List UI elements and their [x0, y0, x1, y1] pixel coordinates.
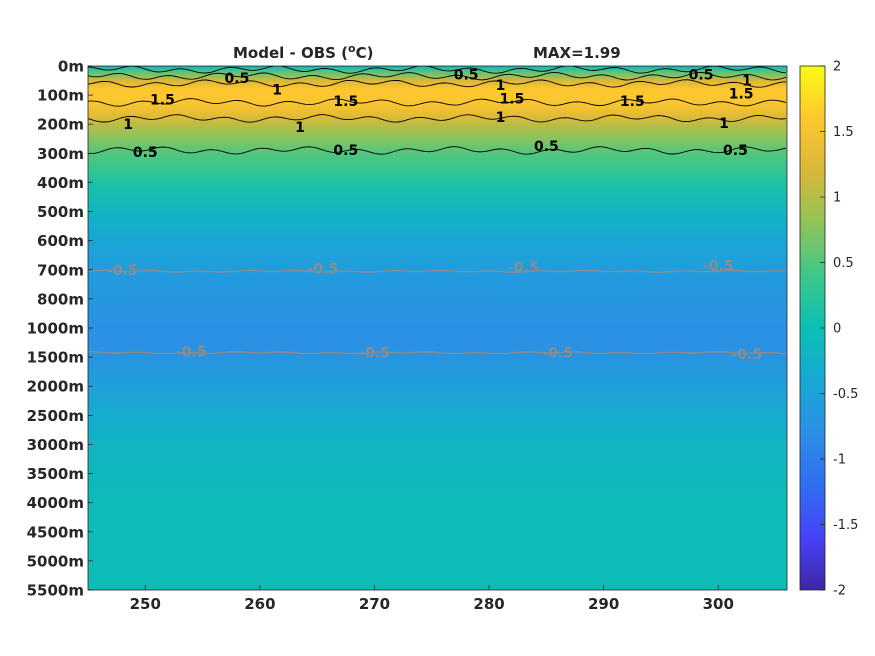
y-tick-label: 5000m [27, 552, 84, 570]
contour-label: 0.5 [225, 71, 250, 87]
contour-label: 1 [123, 117, 133, 133]
colorbar-ticks: 2 1.5 1 0.5 0 -0.5 -1 -1.5 -2 [820, 60, 858, 599]
contour-label: 1 [719, 116, 729, 132]
contour-line [88, 71, 787, 81]
contour-label: 0.5 [689, 68, 714, 84]
y-tick-label: 5500m [27, 582, 84, 600]
y-tick-label: 300m [37, 145, 84, 163]
contour-label: 0.5 [723, 143, 748, 159]
contour-line [88, 66, 787, 74]
contour-label: 0.5 [133, 145, 158, 161]
contour-label: 1.5 [150, 92, 175, 108]
contour-label: 0.5 [534, 139, 559, 155]
plot-area: 0.511.51 10.51.50.50.511.510.51.50.5 11.51… [87, 65, 788, 591]
contour-label: 1.5 [500, 92, 525, 108]
max-annotation: MAX=1.99 [533, 44, 621, 62]
contour-label: 1 [295, 120, 305, 136]
y-tick-label: 1000m [27, 320, 84, 338]
x-tick-label: 290 [588, 595, 619, 613]
contour-label: -0.5 [703, 258, 734, 274]
contour-line [88, 114, 787, 123]
colorbar-tick-label: -1 [833, 453, 846, 468]
colorbar: 2 1.5 1 0.5 0 -0.5 -1 -1.5 -2 [799, 60, 858, 599]
contour-label: 0.5 [454, 68, 479, 84]
y-tick-label: 2000m [27, 378, 84, 396]
colorbar-tick-label: -2 [833, 584, 846, 599]
y-tick-label: 400m [37, 174, 84, 192]
y-tick-label: 600m [37, 232, 84, 250]
y-tick-label: 1500m [27, 349, 84, 367]
y-axis: 0m 100m 200m 300m 400m 500m 600m 700m 800m 1000m 1… [27, 58, 93, 600]
contour-label: 1 [272, 82, 282, 98]
y-tick-label: 2500m [27, 407, 84, 425]
contour-label: 1.5 [729, 87, 754, 103]
x-tick-label: 260 [244, 595, 275, 613]
contour-line [88, 351, 787, 355]
colorbar-tick-label: 2 [833, 60, 841, 75]
colorbar-tick-label: -0.5 [833, 387, 858, 402]
y-tick-label: 800m [37, 290, 84, 308]
contour-label: -0.5 [308, 261, 339, 277]
contour-label: 1.5 [333, 94, 358, 110]
y-tick-label: 3500m [27, 465, 84, 483]
contour-label: 1.5 [620, 94, 645, 110]
contour-line [88, 146, 787, 155]
colorbar-tick-label: 1.5 [833, 125, 854, 140]
contour-label: 1 [496, 78, 506, 94]
chart-title: Model - OBS (oC) [233, 42, 373, 62]
y-tick-label: 700m [37, 261, 84, 279]
colorbar-tick-label: 0.5 [833, 256, 854, 271]
contour-line [88, 79, 787, 88]
contour-label: 0.5 [333, 143, 358, 159]
y-tick-label: 4500m [27, 523, 84, 541]
contour-labels: 0.511.51 10.51.50.50.511.510.51.50.5 11.51… [107, 68, 762, 363]
contour-label: -0.5 [508, 260, 539, 276]
contour-label: -0.5 [543, 346, 574, 362]
x-tick-label: 270 [359, 595, 390, 613]
contour-label: -0.5 [732, 347, 763, 363]
x-axis: 250 260 270 280 290 300 [130, 585, 734, 613]
contour-line [88, 269, 787, 273]
y-tick-label: 200m [37, 116, 84, 134]
y-tick-label: 0m [58, 58, 84, 76]
contour-label: 1 [496, 110, 506, 126]
heatmap-field [88, 66, 787, 590]
x-tick-label: 250 [130, 595, 161, 613]
contour-label: 1 [742, 74, 752, 90]
contour-lines [88, 66, 787, 355]
contour-line [88, 98, 787, 107]
y-tick-label: 100m [37, 87, 84, 105]
x-tick-label: 300 [703, 595, 734, 613]
contour-label: -0.5 [359, 346, 390, 362]
y-tick-label: 500m [37, 203, 84, 221]
colorbar-tick-label: 0 [833, 322, 841, 337]
y-tick-label: 3000m [27, 436, 84, 454]
y-tick-label: 4000m [27, 494, 84, 512]
contour-label: -0.5 [176, 344, 207, 360]
colorbar-tick-label: -1.5 [833, 518, 858, 533]
colorbar-tick-label: 1 [833, 191, 841, 206]
x-tick-label: 280 [473, 595, 504, 613]
contour-label: -0.5 [107, 263, 138, 279]
